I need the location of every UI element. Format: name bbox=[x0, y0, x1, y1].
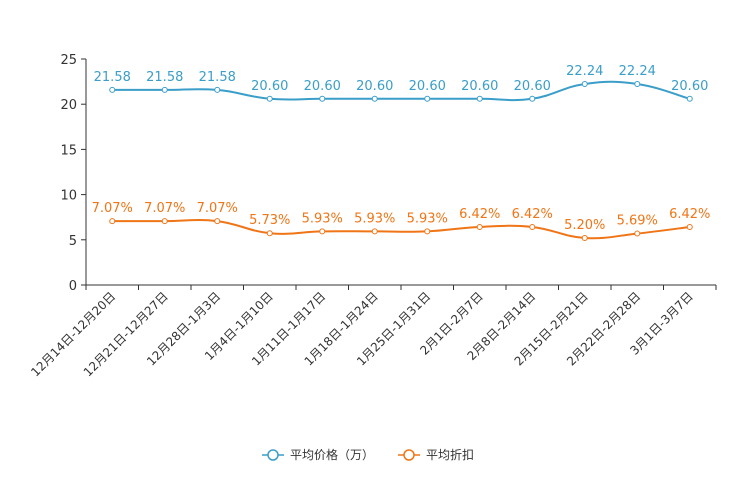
data-point[interactable] bbox=[476, 223, 483, 230]
data-point[interactable] bbox=[266, 230, 273, 237]
data-point[interactable] bbox=[581, 234, 588, 241]
data-point[interactable] bbox=[319, 228, 326, 235]
data-label: 22.24 bbox=[566, 64, 603, 79]
data-label: 7.07% bbox=[197, 201, 238, 216]
data-label: 20.60 bbox=[251, 79, 288, 94]
data-point[interactable] bbox=[109, 218, 116, 225]
data-label: 6.42% bbox=[512, 207, 553, 222]
data-point[interactable] bbox=[266, 95, 273, 102]
legend-item-2[interactable]: 平均折扣 bbox=[398, 447, 474, 462]
data-point[interactable] bbox=[424, 95, 431, 102]
y-tick-label: 25 bbox=[60, 53, 77, 68]
data-point[interactable] bbox=[634, 230, 641, 237]
data-label: 21.58 bbox=[199, 70, 236, 85]
data-label: 21.58 bbox=[94, 70, 131, 85]
legend-swatch-marker bbox=[267, 449, 279, 461]
data-point[interactable] bbox=[581, 80, 588, 87]
data-point[interactable] bbox=[424, 228, 431, 235]
legend-label: 平均价格（万） bbox=[290, 447, 374, 462]
data-point[interactable] bbox=[686, 95, 693, 102]
y-tick-label: 20 bbox=[60, 98, 77, 113]
y-tick-label: 10 bbox=[60, 189, 77, 204]
y-tick-label: 5 bbox=[69, 234, 77, 249]
data-label: 5.69% bbox=[617, 214, 658, 229]
data-label: 5.93% bbox=[302, 211, 343, 226]
series-line bbox=[112, 219, 690, 240]
data-point[interactable] bbox=[529, 223, 536, 230]
data-label: 5.93% bbox=[354, 211, 395, 226]
legend[interactable]: 平均价格（万） 平均折扣 bbox=[262, 447, 474, 462]
data-label: 7.07% bbox=[92, 201, 133, 216]
data-point[interactable] bbox=[371, 95, 378, 102]
data-label: 20.60 bbox=[461, 79, 498, 94]
data-label: 22.24 bbox=[619, 64, 656, 79]
y-tick-label: 0 bbox=[69, 279, 77, 294]
data-label: 20.60 bbox=[671, 79, 708, 94]
data-point[interactable] bbox=[529, 95, 536, 102]
data-label: 20.60 bbox=[409, 79, 446, 94]
series-line bbox=[112, 80, 691, 102]
data-label: 20.60 bbox=[356, 79, 393, 94]
data-label: 5.93% bbox=[407, 211, 448, 226]
data-point[interactable] bbox=[371, 228, 378, 235]
data-label: 21.58 bbox=[146, 70, 183, 85]
data-point[interactable] bbox=[686, 223, 693, 230]
data-label: 5.73% bbox=[249, 213, 290, 228]
data-label: 7.07% bbox=[144, 201, 185, 216]
data-point[interactable] bbox=[161, 86, 168, 93]
x-tick-label: 12月14日-12月20日 bbox=[28, 289, 118, 379]
legend-swatch-marker bbox=[403, 449, 415, 461]
data-point[interactable] bbox=[109, 86, 116, 93]
series-layer: 21.58 21.58 21.58 20.60 20.60 20.60 20.60 20.60… bbox=[92, 64, 710, 241]
data-point[interactable] bbox=[319, 95, 326, 102]
series-2: 7.07% 7.07% 7.07% 5.73% 5.93% 5.93% 5.93% 6.42%… bbox=[92, 201, 710, 241]
legend-item-1[interactable]: 平均价格（万） bbox=[262, 447, 374, 462]
data-label: 5.20% bbox=[564, 218, 605, 233]
data-point[interactable] bbox=[214, 86, 221, 93]
data-point[interactable] bbox=[161, 218, 168, 225]
y-tick-label: 15 bbox=[60, 143, 77, 158]
legend-label: 平均折扣 bbox=[426, 447, 474, 462]
data-label: 20.60 bbox=[514, 79, 551, 94]
data-label: 6.42% bbox=[459, 207, 500, 222]
data-label: 20.60 bbox=[304, 79, 341, 94]
data-point[interactable] bbox=[634, 80, 641, 87]
series-1: 21.58 21.58 21.58 20.60 20.60 20.60 20.60 20.60… bbox=[94, 64, 708, 102]
data-point[interactable] bbox=[476, 95, 483, 102]
data-point[interactable] bbox=[214, 218, 221, 225]
data-label: 6.42% bbox=[669, 207, 710, 222]
